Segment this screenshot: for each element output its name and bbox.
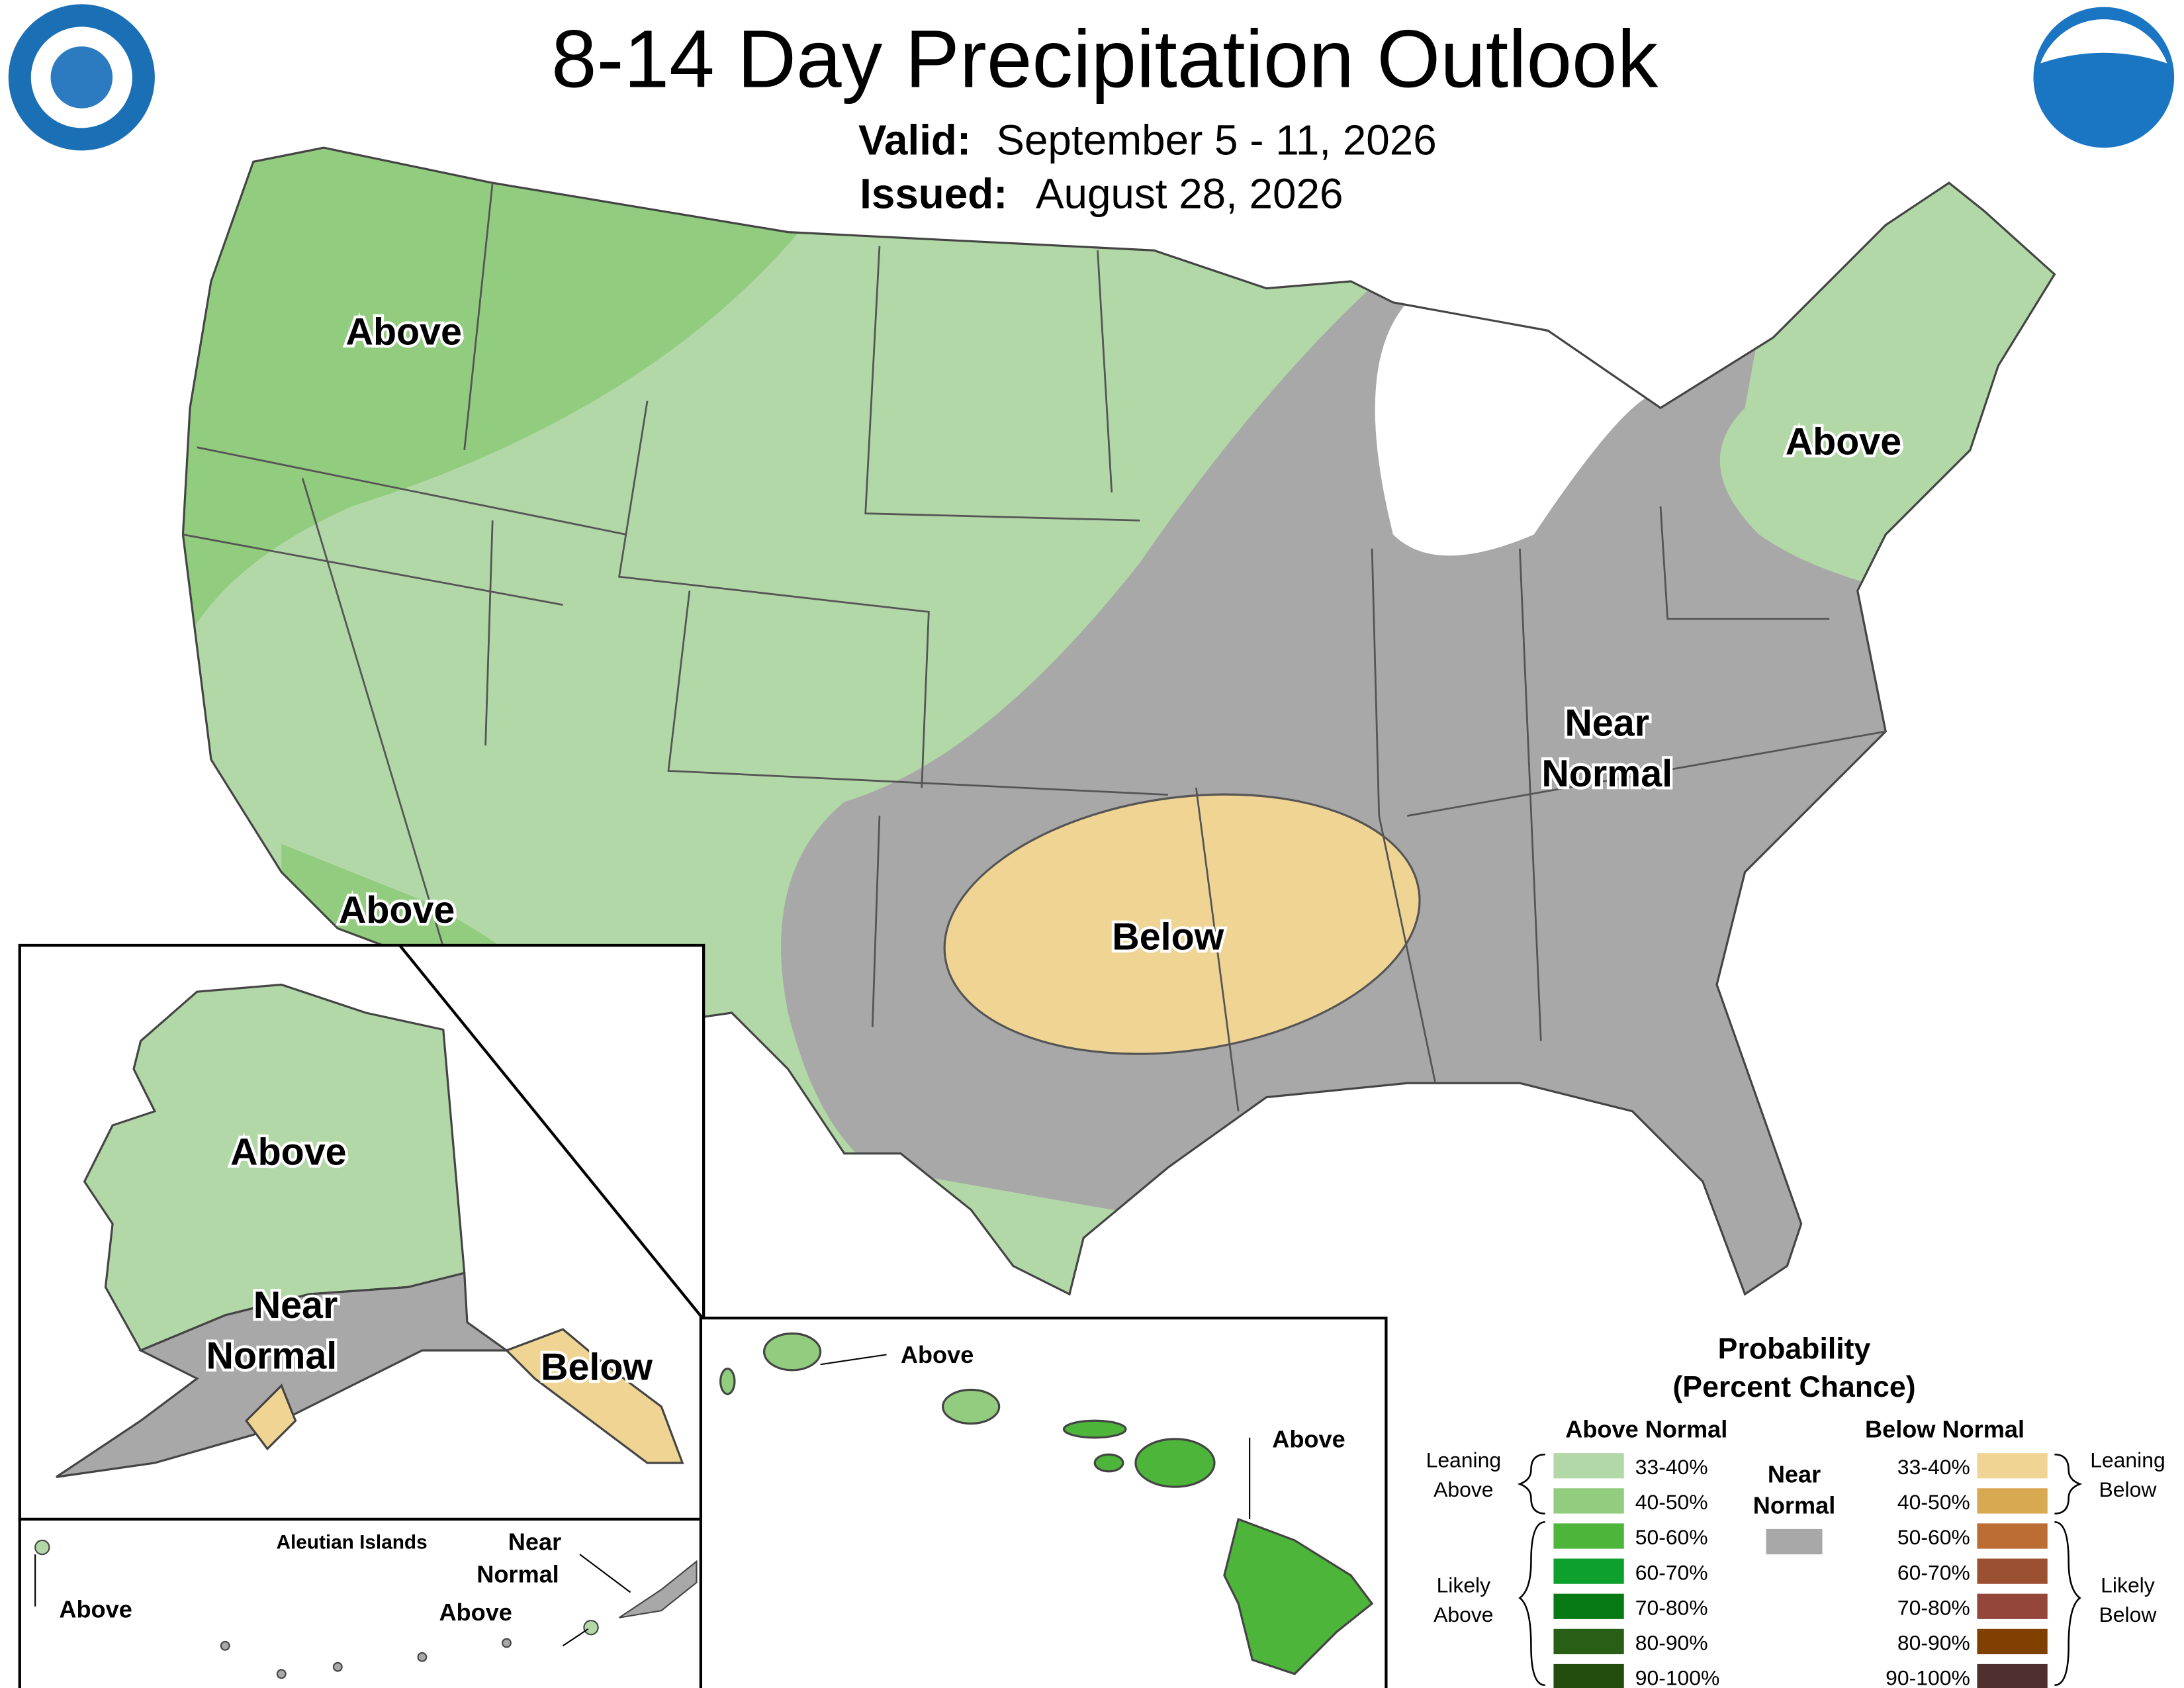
legend-swatch	[1553, 1488, 1624, 1514]
legend-swatch	[1977, 1488, 2048, 1514]
legend-label: 80-90%	[1635, 1631, 1708, 1655]
legend-swatch	[1553, 1664, 1624, 1688]
legend-group-label: Above	[1433, 1477, 1493, 1501]
conus-label: Above	[346, 311, 462, 353]
conus-label: Below	[1112, 915, 1224, 958]
legend-label: 50-60%	[1635, 1525, 1708, 1549]
legend-label: 90-100%	[1886, 1666, 1970, 1688]
inset-connector	[398, 944, 705, 1321]
hawaii-label: Above	[901, 1341, 974, 1368]
legend-label: 33-40%	[1635, 1455, 1708, 1479]
legend-heading: Normal	[1753, 1492, 1836, 1519]
legend-label: 80-90%	[1897, 1631, 1970, 1655]
legend-label: 70-80%	[1635, 1596, 1708, 1620]
legend-swatch	[1553, 1453, 1624, 1479]
legend-group-label: Below	[2099, 1477, 2158, 1501]
legend-heading: Above Normal	[1565, 1416, 1727, 1443]
noaa-logo	[2033, 7, 2175, 148]
legend-swatch	[1553, 1593, 1624, 1619]
alaska-label: Below	[541, 1346, 653, 1389]
hawaii-islands	[719, 1332, 1374, 1675]
legend-swatch	[1553, 1558, 1624, 1584]
legend-group-label: Likely	[1437, 1573, 1491, 1597]
issued-label: Issued:	[860, 170, 1007, 218]
legend-label: 90-100%	[1635, 1666, 1720, 1688]
valid-label: Valid:	[858, 117, 971, 164]
legend-bracket	[1518, 1521, 1545, 1687]
legend-title: (Percent Chance)	[1672, 1371, 1915, 1403]
commerce-seal	[8, 4, 155, 151]
legend-label: 50-60%	[1897, 1525, 1970, 1549]
alaska-label: Normal	[206, 1335, 338, 1378]
aleutians-label: Above	[439, 1599, 512, 1626]
legend-swatch	[1977, 1558, 2048, 1584]
hawaii-label: Above	[1272, 1426, 1345, 1453]
alaska-map	[56, 983, 684, 1478]
aleutians-label: Normal	[477, 1561, 559, 1588]
conus-label: Near	[1565, 702, 1649, 744]
aleutians-label: Above	[59, 1596, 132, 1623]
aleutians-title: Aleutian Islands	[276, 1532, 427, 1554]
legend-heading: Near	[1768, 1461, 1821, 1488]
aleutians-inset	[18, 1517, 705, 1688]
legend-bracket	[1517, 1453, 1545, 1515]
aleutian-islands	[34, 1539, 698, 1679]
aleutians-label: Near	[508, 1528, 561, 1556]
alaska-label: Above	[230, 1131, 346, 1174]
legend-swatch	[1553, 1523, 1624, 1549]
legend-swatch	[1977, 1593, 2048, 1619]
legend-label: 70-80%	[1897, 1596, 1970, 1620]
pointer-line	[820, 1354, 1251, 1519]
legend-swatch	[1977, 1664, 2048, 1688]
pointer-line	[34, 1554, 631, 1647]
state-lines	[183, 183, 1886, 1111]
conus-label: Normal	[1541, 753, 1672, 795]
legend-label: 40-50%	[1635, 1490, 1708, 1514]
legend-label: 60-70%	[1897, 1560, 1970, 1584]
legend-swatch	[1977, 1628, 2048, 1654]
legend-swatch	[1977, 1523, 2048, 1549]
legend-group-label: Above	[1433, 1603, 1493, 1626]
legend-group-label: Leaning	[2090, 1448, 2165, 1472]
legend: Probability (Percent Chance) Above Normal B…	[1426, 1333, 2165, 1688]
legend-bracket	[2054, 1453, 2083, 1515]
legend-label: 40-50%	[1897, 1490, 1970, 1514]
legend-label: 60-70%	[1635, 1560, 1708, 1584]
issued-date: August 28, 2026	[1036, 170, 1343, 218]
title: 8-14 Day Precipitation Outlook	[551, 14, 1659, 105]
legend-swatch	[1766, 1528, 1823, 1555]
conus-label: Above	[1786, 420, 1901, 463]
legend-heading: Below Normal	[1865, 1416, 2025, 1443]
valid-dates: September 5 - 11, 2026	[996, 117, 1436, 164]
conus-label: Above	[339, 889, 455, 931]
legend-group-label: Below	[2099, 1603, 2158, 1626]
alaska-label: Near	[253, 1284, 338, 1327]
legend-swatch	[1553, 1628, 1624, 1654]
legend-swatch	[1977, 1453, 2048, 1479]
legend-group-label: Leaning	[1426, 1448, 1501, 1472]
legend-group-label: Likely	[2101, 1573, 2155, 1597]
legend-title: Probability	[1718, 1333, 1871, 1366]
legend-label: 33-40%	[1897, 1455, 1970, 1479]
legend-bracket	[2054, 1521, 2081, 1687]
